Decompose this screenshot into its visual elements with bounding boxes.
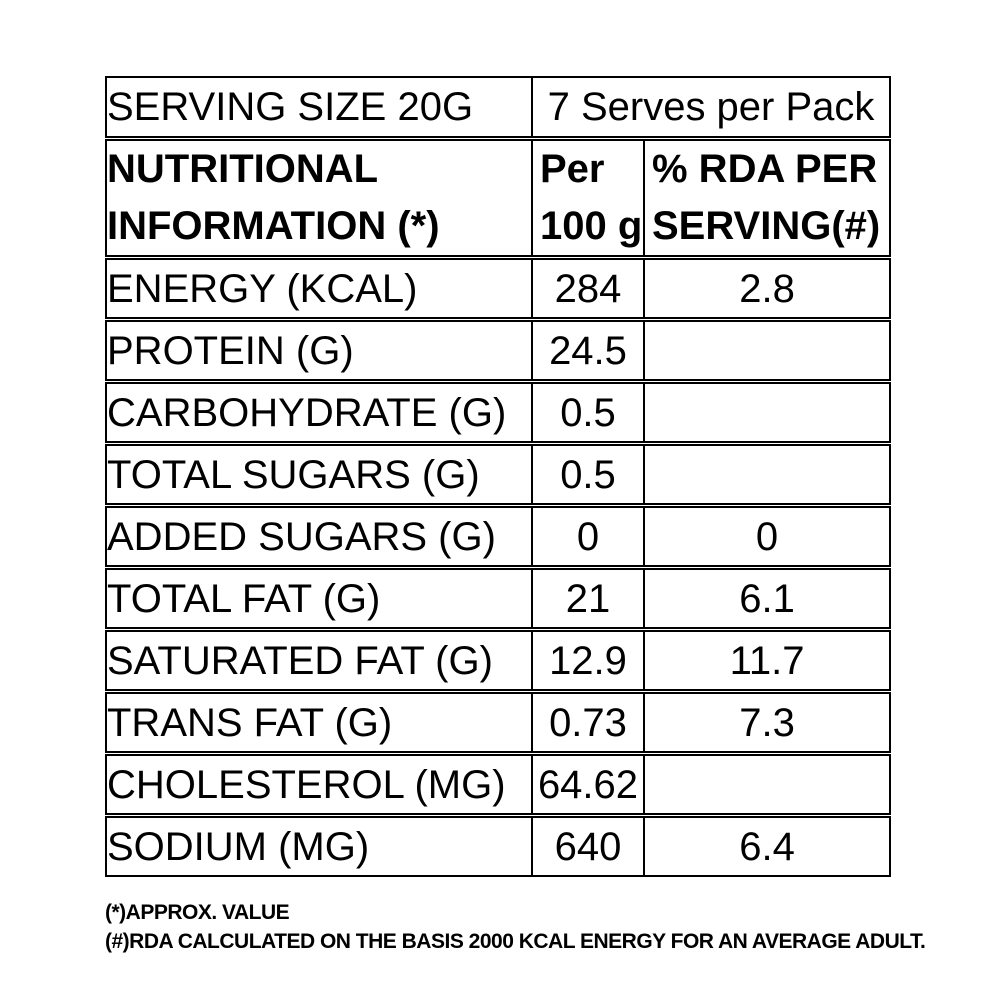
rda-value: 6.4 <box>643 816 892 877</box>
nutrient-label: SATURATED FAT (G) <box>105 630 531 691</box>
per-100g-value: 284 <box>531 258 643 319</box>
serving-size-row: SERVING SIZE 20G 7 Serves per Pack <box>105 76 892 138</box>
table-row: ENERGY (KCAL) 284 2.8 <box>105 258 892 319</box>
rda-value: 0 <box>643 506 892 567</box>
rda-value: 2.8 <box>643 258 892 319</box>
per-100g-header: Per 100 g <box>531 139 643 257</box>
per-100g-value: 21 <box>531 568 643 629</box>
table-row: TOTAL FAT (G) 21 6.1 <box>105 568 892 629</box>
nutrition-table: SERVING SIZE 20G 7 Serves per Pack NUTRI… <box>105 75 892 878</box>
table-row: TRANS FAT (G) 0.73 7.3 <box>105 692 892 753</box>
per-100g-value: 12.9 <box>531 630 643 691</box>
footnote-rda-basis: (#)RDA CALCULATED ON THE BASIS 2000 KCAL… <box>105 930 926 953</box>
serving-size-label: SERVING SIZE 20G <box>105 76 531 138</box>
rda-value <box>643 320 892 381</box>
table-row: ADDED SUGARS (G) 0 0 <box>105 506 892 567</box>
nutrient-label: TOTAL FAT (G) <box>105 568 531 629</box>
rda-value: 11.7 <box>643 630 892 691</box>
nutrient-label: ENERGY (KCAL) <box>105 258 531 319</box>
per-100g-value: 0 <box>531 506 643 567</box>
rda-value <box>643 382 892 443</box>
rda-per-serving-header: % RDA PER SERVING(#) <box>643 139 892 257</box>
table-row: SATURATED FAT (G) 12.9 11.7 <box>105 630 892 691</box>
table-row: PROTEIN (G) 24.5 <box>105 320 892 381</box>
nutrient-label: TRANS FAT (G) <box>105 692 531 753</box>
per-100g-value: 24.5 <box>531 320 643 381</box>
nutrient-label: SODIUM (MG) <box>105 816 531 877</box>
serves-per-pack-label: 7 Serves per Pack <box>531 76 892 138</box>
footnotes: (*)APPROX. VALUE (#)RDA CALCULATED ON TH… <box>105 898 926 956</box>
per-100g-value: 0.5 <box>531 382 643 443</box>
nutrient-label: TOTAL SUGARS (G) <box>105 444 531 505</box>
table-row: CHOLESTEROL (MG) 64.62 <box>105 754 892 815</box>
per-100g-value: 640 <box>531 816 643 877</box>
table-header-row: NUTRITIONAL INFORMATION (*) Per 100 g % … <box>105 139 892 257</box>
rda-value: 7.3 <box>643 692 892 753</box>
per-100g-value: 0.5 <box>531 444 643 505</box>
table-row: SODIUM (MG) 640 6.4 <box>105 816 892 877</box>
table-row: CARBOHYDRATE (G) 0.5 <box>105 382 892 443</box>
table-row: TOTAL SUGARS (G) 0.5 <box>105 444 892 505</box>
nutrient-label: ADDED SUGARS (G) <box>105 506 531 567</box>
nutrient-label: PROTEIN (G) <box>105 320 531 381</box>
nutrient-label: CARBOHYDRATE (G) <box>105 382 531 443</box>
per-100g-value: 0.73 <box>531 692 643 753</box>
per-100g-value: 64.62 <box>531 754 643 815</box>
footnote-approx-value: (*)APPROX. VALUE <box>105 901 290 924</box>
nutritional-information-header: NUTRITIONAL INFORMATION (*) <box>105 139 531 257</box>
rda-value <box>643 754 892 815</box>
rda-value: 6.1 <box>643 568 892 629</box>
rda-value <box>643 444 892 505</box>
nutrient-label: CHOLESTEROL (MG) <box>105 754 531 815</box>
